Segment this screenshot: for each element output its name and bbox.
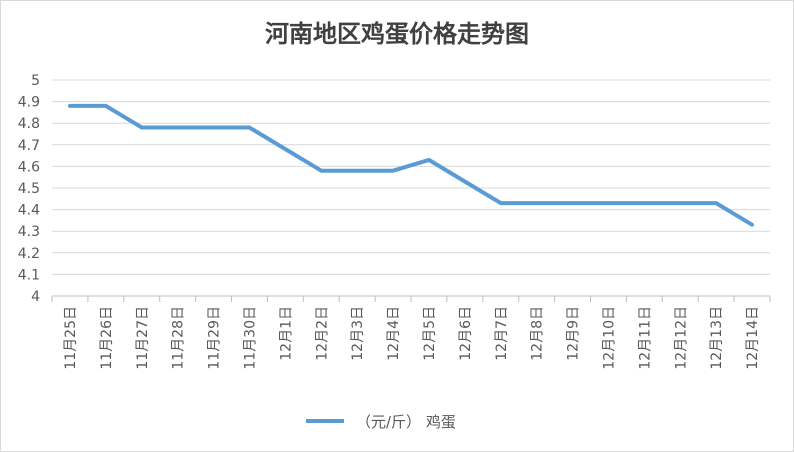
- x-tick-label: 12月1日: [278, 306, 294, 361]
- data-point: [176, 126, 180, 130]
- y-tick-label: 4.2: [18, 246, 40, 262]
- x-tick-label: 11月26日: [99, 306, 115, 370]
- y-tick-label: 4.8: [18, 116, 40, 132]
- y-tick-label: 4.3: [18, 224, 40, 240]
- data-point: [750, 223, 754, 227]
- y-tick-label: 4.9: [18, 95, 40, 111]
- x-tick-label: 12月9日: [566, 306, 582, 361]
- data-point: [355, 169, 359, 173]
- y-tick-label: 4.5: [18, 181, 40, 197]
- x-tick-label: 11月28日: [171, 306, 187, 370]
- data-point: [212, 126, 216, 130]
- x-tick-label: 11月30日: [242, 306, 258, 370]
- series-layer: [68, 103, 754, 227]
- x-axis: 11月25日 11月26日 11月27日 11月28日 11月29日 11月30日 12月1…: [51, 295, 771, 370]
- x-tick-label: 11月25日: [63, 306, 79, 370]
- chart-title: 河南地区鸡蛋价格走势图: [265, 20, 529, 48]
- data-point: [642, 201, 646, 205]
- series-line: [68, 103, 754, 227]
- y-tick-label: 5: [31, 73, 40, 89]
- data-point: [535, 201, 539, 205]
- x-tick-label: 12月4日: [386, 306, 402, 361]
- x-tick-label: 12月13日: [709, 306, 725, 370]
- data-point: [463, 180, 467, 184]
- data-point: [499, 201, 503, 205]
- y-axis-ticks: 4 4.1 4.2 4.3 4.4 4.5 4.6 4.7 4.8 4.9 5: [18, 73, 40, 305]
- x-tick-label: 12月2日: [314, 306, 330, 361]
- y-tick-label: 4.7: [18, 138, 40, 154]
- data-point: [247, 126, 251, 130]
- grid-lines: [52, 79, 770, 275]
- y-tick-label: 4.6: [18, 159, 40, 175]
- data-point: [140, 126, 144, 130]
- x-tick-label: 12月14日: [745, 306, 761, 370]
- x-tick-label: 12月12日: [673, 306, 689, 370]
- y-tick-label: 4.1: [18, 267, 40, 283]
- data-point: [714, 201, 718, 205]
- data-point: [391, 169, 395, 173]
- legend-label: （元/斤） 鸡蛋: [356, 413, 456, 431]
- x-tick-label: 12月7日: [494, 306, 510, 361]
- y-tick-label: 4.4: [18, 203, 40, 219]
- data-point: [104, 104, 108, 108]
- x-tick-label: 11月27日: [135, 306, 151, 370]
- legend: （元/斤） 鸡蛋: [306, 413, 456, 431]
- data-point: [283, 147, 287, 151]
- y-tick-label: 4: [31, 289, 40, 305]
- x-tick-label: 12月6日: [458, 306, 474, 361]
- data-point: [678, 201, 682, 205]
- x-tick-label: 12月5日: [422, 306, 438, 361]
- data-point: [68, 104, 72, 108]
- x-tick-label: 12月10日: [601, 306, 617, 370]
- data-point: [606, 201, 610, 205]
- x-tick-label: 12月8日: [530, 306, 546, 361]
- x-tick-label: 11月29日: [207, 306, 223, 370]
- x-tick-label: 12月11日: [637, 306, 653, 370]
- x-tick-label: 12月3日: [350, 306, 366, 361]
- data-point: [571, 201, 575, 205]
- data-point: [319, 169, 323, 173]
- data-point: [427, 158, 431, 162]
